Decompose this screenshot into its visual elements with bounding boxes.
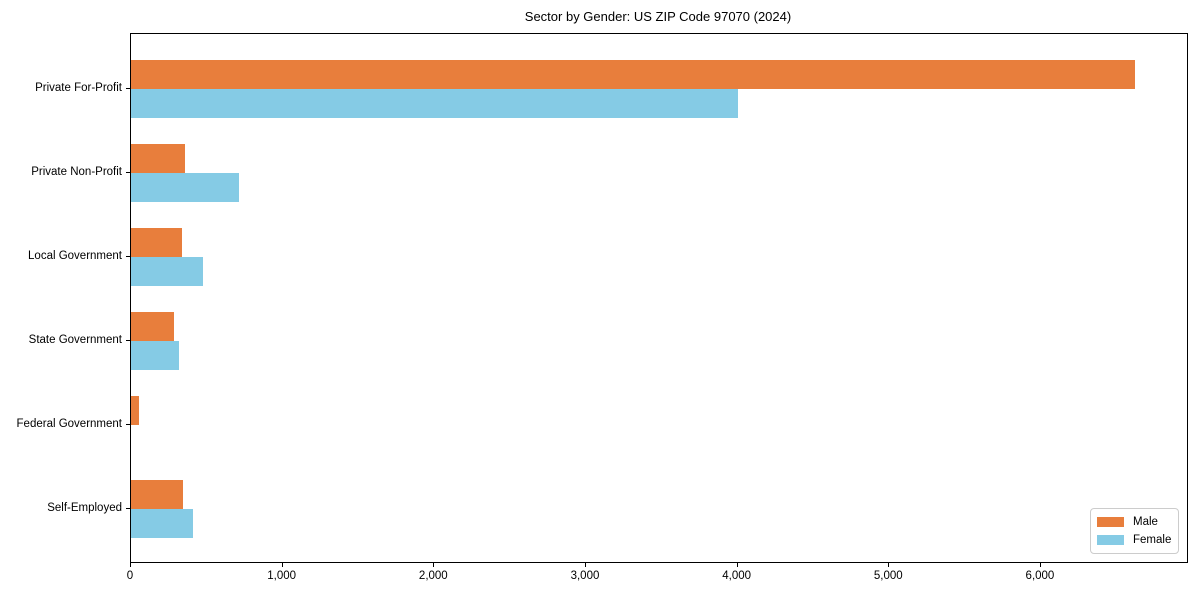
bar-female-private-for-profit — [131, 88, 738, 118]
x-tick-label-3000: 3,000 — [570, 570, 600, 582]
x-tick-label-1000: 1,000 — [267, 570, 297, 582]
y-tick-mark — [126, 171, 130, 173]
bar-female-private-non-profit — [131, 172, 240, 202]
y-tick-mark — [126, 339, 130, 341]
y-tick-mark — [126, 87, 130, 89]
x-tick-label-0: 0 — [126, 570, 134, 582]
bar-female-self-employed — [131, 509, 194, 538]
y-tick-mark — [126, 255, 130, 257]
y-tick-mark — [126, 508, 130, 509]
x-tick-mark — [433, 563, 435, 567]
y-tick-label-self-employed: Self-Employed — [47, 502, 122, 514]
y-tick-label-state-government: State Government — [28, 333, 122, 346]
x-tick-mark — [130, 563, 131, 567]
bar-female-local-government — [131, 256, 204, 286]
x-tick-label-5000: 5,000 — [873, 570, 903, 582]
x-tick-mark — [584, 563, 586, 567]
female-swatch — [1097, 534, 1124, 545]
x-tick-label-2000: 2,000 — [418, 570, 448, 582]
chart-title: Sector by Gender: US ZIP Code 97070 (202… — [524, 9, 792, 24]
bar-male-private-non-profit — [131, 143, 186, 173]
bar-male-private-for-profit — [131, 59, 1135, 89]
x-tick-mark — [888, 563, 890, 567]
legend: Male Female — [1090, 508, 1179, 554]
x-tick-mark — [1039, 563, 1041, 567]
bar-male-self-employed — [131, 480, 183, 509]
legend-label-male: Male — [1133, 516, 1158, 529]
legend-item-female: Female — [1097, 534, 1172, 546]
y-tick-mark — [126, 423, 130, 425]
x-tick-label-4000: 4,000 — [722, 570, 752, 582]
y-tick-label-private-non-profit: Private Non-Profit — [31, 165, 122, 178]
y-tick-label-private-for-profit: Private For-Profit — [35, 81, 122, 94]
bar-male-state-government — [131, 311, 175, 341]
y-tick-label-local-government: Local Government — [28, 249, 122, 262]
plot-area — [130, 33, 1188, 563]
x-tick-mark — [736, 563, 738, 567]
male-swatch — [1097, 517, 1124, 528]
y-tick-label-federal-government: Federal Government — [16, 417, 122, 430]
x-tick-label-6000: 6,000 — [1025, 570, 1055, 582]
bar-female-state-government — [131, 340, 180, 370]
legend-label-female: Female — [1133, 533, 1172, 546]
bar-male-local-government — [131, 227, 182, 257]
legend-item-male: Male — [1097, 516, 1172, 528]
bar-male-federal-government — [131, 395, 140, 425]
x-tick-mark — [281, 563, 283, 567]
